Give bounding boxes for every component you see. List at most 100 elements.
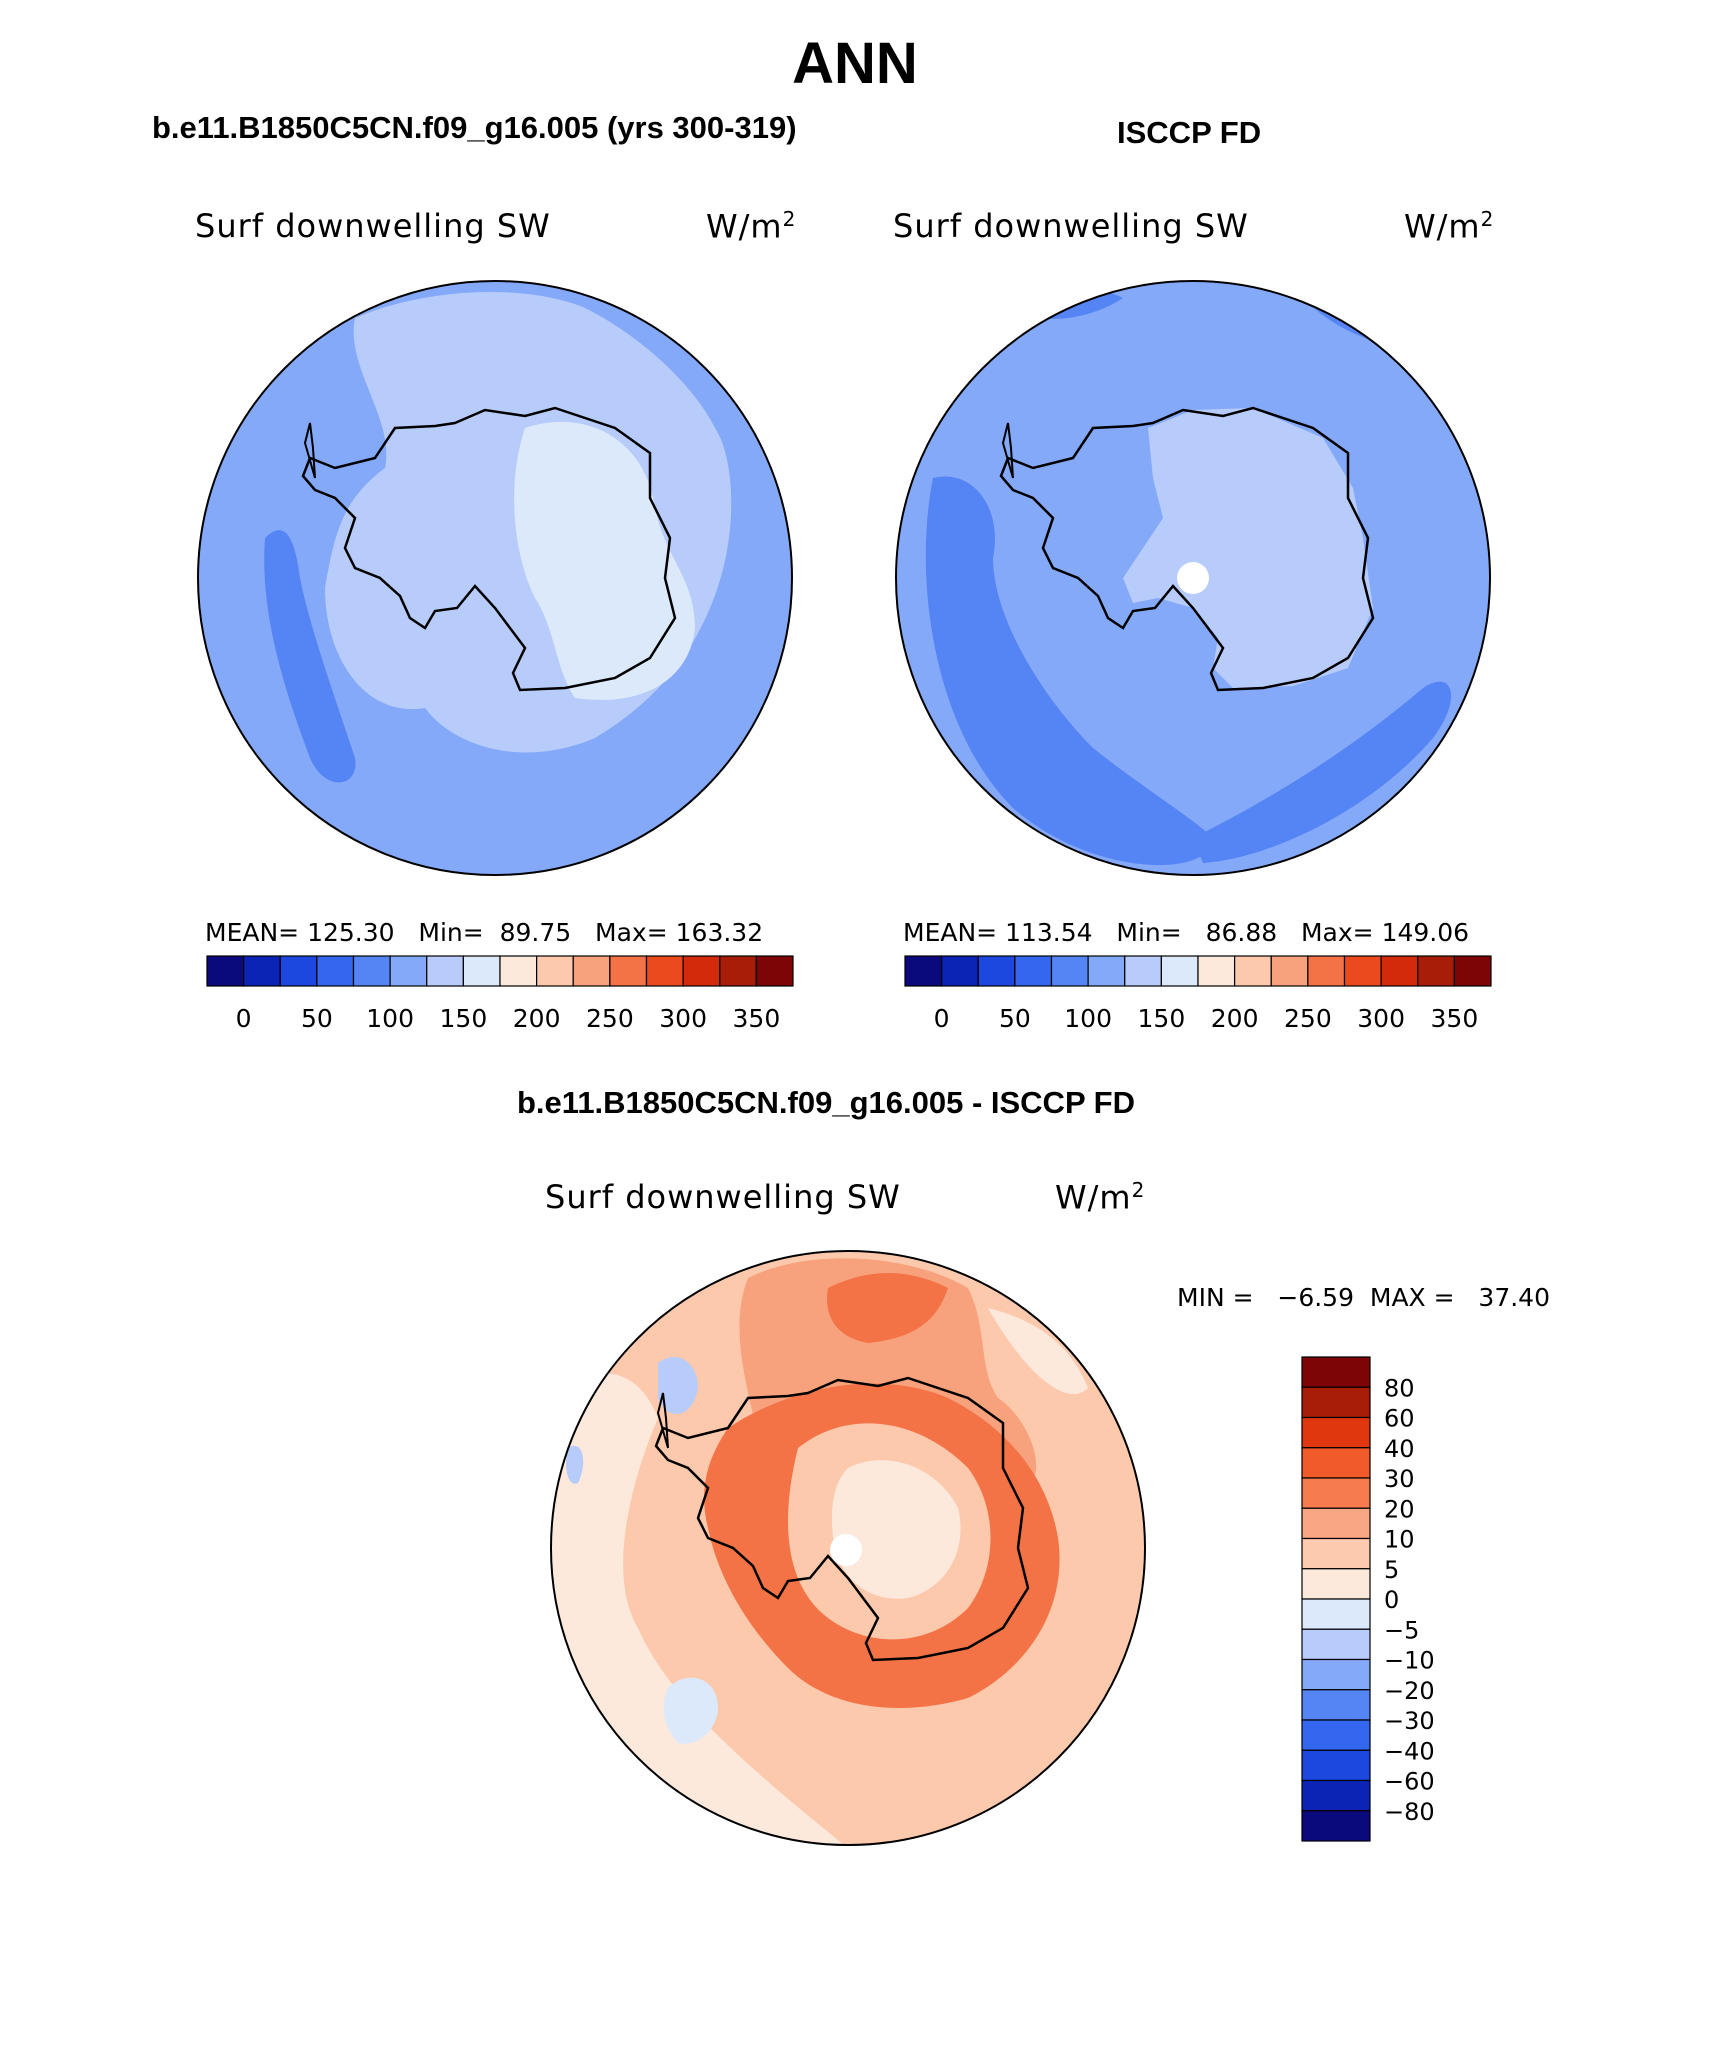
obs-colorbar-tick-label: 200	[1211, 1004, 1259, 1033]
model-mean-value: 125.30	[307, 918, 395, 947]
obs-colorbar-tick-label: 50	[999, 1004, 1031, 1033]
diff-colorbar-box	[1301, 1598, 1371, 1630]
model-max-value: 163.32	[675, 918, 764, 947]
obs-colorbar-tick-label: 350	[1431, 1004, 1479, 1033]
diff-field-negative-peninsula	[658, 1357, 698, 1415]
model-stats: MEAN= 125.30 Min= 89.75 Max= 163.32	[205, 918, 764, 947]
obs-stats: MEAN= 113.54 Min= 86.88 Max= 149.06	[903, 918, 1470, 947]
obs-polar-map	[895, 280, 1491, 876]
model-colorbar-box	[682, 955, 721, 987]
obs-colorbar-box	[1197, 955, 1236, 987]
obs-colorbar-box	[1380, 955, 1419, 987]
diff-colorbar-box	[1301, 1658, 1371, 1691]
model-colorbar-tick-label: 200	[513, 1004, 561, 1033]
diff-minmax: MIN = −6.59 MAX = 37.40	[1177, 1283, 1550, 1312]
diff-field-high-north	[827, 1273, 948, 1343]
model-colorbar-tick-label: 150	[440, 1004, 488, 1033]
diff-colorbar-box	[1301, 1810, 1371, 1842]
diff-pole-missing	[830, 1534, 862, 1566]
diff-field-low-west	[551, 1373, 848, 1845]
diff-field-negative-south	[663, 1677, 718, 1744]
diff-polar-map	[550, 1250, 1146, 1846]
obs-field-band-dark-west	[925, 476, 1213, 866]
model-coastline	[301, 406, 677, 692]
obs-variable-label: Surf downwelling SW	[893, 207, 1249, 245]
model-polar-map	[197, 280, 793, 876]
model-min-value: 89.75	[499, 918, 572, 947]
diff-colorbar-tick-label: 80	[1384, 1374, 1415, 1402]
model-colorbar-box	[316, 955, 355, 987]
diff-field-low-ne	[988, 1308, 1088, 1395]
diff-colorbar-tick-label: 30	[1384, 1465, 1415, 1493]
obs-colorbar-tick-label: 0	[934, 1004, 950, 1033]
diff-colorbar-tick-label: −40	[1384, 1737, 1435, 1765]
obs-colorbar-box	[1014, 955, 1053, 987]
obs-field-band-dark-south	[1193, 681, 1452, 863]
obs-colorbar: 0 50 100 150 200 250 300 350	[904, 955, 1492, 1033]
obs-colorbar-box	[1087, 955, 1126, 987]
diff-colorbar-box	[1301, 1416, 1371, 1449]
model-colorbar-tick-label: 250	[586, 1004, 634, 1033]
diff-colorbar-tick-label: −20	[1384, 1677, 1435, 1705]
diff-colorbar-box	[1301, 1749, 1371, 1782]
diff-colorbar-tick-label: −80	[1384, 1798, 1435, 1826]
obs-colorbar-box	[1270, 955, 1309, 987]
obs-coastline	[999, 406, 1375, 692]
model-colorbar-box	[462, 955, 501, 987]
obs-colorbar-box	[941, 955, 979, 987]
diff-colorbar-tick-label: −30	[1384, 1707, 1435, 1735]
diff-units-label: W/m2	[1055, 1178, 1146, 1217]
model-colorbar-box	[279, 955, 318, 987]
obs-colorbar-tick-label: 150	[1138, 1004, 1186, 1033]
diff-colorbar-tick-label: −60	[1384, 1768, 1435, 1796]
diff-coastline	[654, 1376, 1030, 1662]
model-field-band-dark	[264, 530, 356, 783]
obs-colorbar-box	[1160, 955, 1199, 987]
diff-colorbar-tick-label: 20	[1384, 1495, 1415, 1523]
diff-colorbar-tick-label: −5	[1384, 1616, 1419, 1644]
diff-colorbar-box	[1301, 1507, 1371, 1540]
model-colorbar-box	[536, 955, 574, 987]
diff-colorbar-box	[1301, 1477, 1371, 1509]
model-units-label: W/m2	[706, 207, 797, 246]
model-colorbar-box	[755, 955, 794, 987]
model-colorbar-tick-label: 350	[733, 1004, 781, 1033]
diff-colorbar-box	[1301, 1689, 1371, 1721]
diff-case-title: b.e11.B1850C5CN.f09_g16.005 - ISCCP FD	[517, 1085, 1136, 1120]
obs-colorbar-tick-label: 300	[1357, 1004, 1405, 1033]
model-colorbar-box	[352, 955, 391, 987]
model-colorbar-box	[609, 955, 648, 987]
model-colorbar-tick-label: 0	[236, 1004, 252, 1033]
model-colorbar-box	[719, 955, 757, 987]
diff-colorbar-box	[1301, 1537, 1371, 1570]
diff-map-border	[550, 1250, 1146, 1846]
obs-field-band-light	[1123, 408, 1373, 688]
model-colorbar-box	[645, 955, 684, 987]
model-colorbar-tick-label: 50	[301, 1004, 333, 1033]
obs-colorbar-box	[904, 955, 943, 987]
diff-colorbar-tick-label: 5	[1384, 1556, 1399, 1584]
obs-colorbar-box	[1453, 955, 1492, 987]
page-title: ANN	[792, 31, 918, 96]
diff-colorbar-box	[1301, 1447, 1371, 1479]
obs-units-label: W/m2	[1404, 207, 1495, 246]
diff-colorbar-tick-label: 40	[1384, 1435, 1415, 1463]
diff-field-negative-west	[566, 1445, 584, 1484]
diff-colorbar-box	[1301, 1779, 1371, 1812]
obs-min-value: 86.88	[1205, 918, 1278, 947]
diff-colorbar-box	[1301, 1568, 1371, 1600]
diff-colorbar-tick-label: 0	[1384, 1586, 1399, 1614]
obs-peninsula-tip	[1001, 422, 1014, 479]
diff-colorbar-box	[1301, 1386, 1371, 1419]
obs-max-value: 149.06	[1381, 918, 1470, 947]
model-colorbar-box	[499, 955, 538, 987]
diff-colorbar-box	[1301, 1356, 1371, 1388]
obs-case-title: ISCCP FD	[1117, 115, 1262, 150]
model-variable-label: Surf downwelling SW	[195, 207, 551, 245]
model-colorbar-box	[206, 955, 245, 987]
obs-mean-value: 113.54	[1005, 918, 1093, 947]
obs-colorbar-box	[1050, 955, 1089, 987]
diff-colorbar-box	[1301, 1628, 1371, 1661]
diff-colorbar-tick-label: 60	[1384, 1405, 1415, 1433]
